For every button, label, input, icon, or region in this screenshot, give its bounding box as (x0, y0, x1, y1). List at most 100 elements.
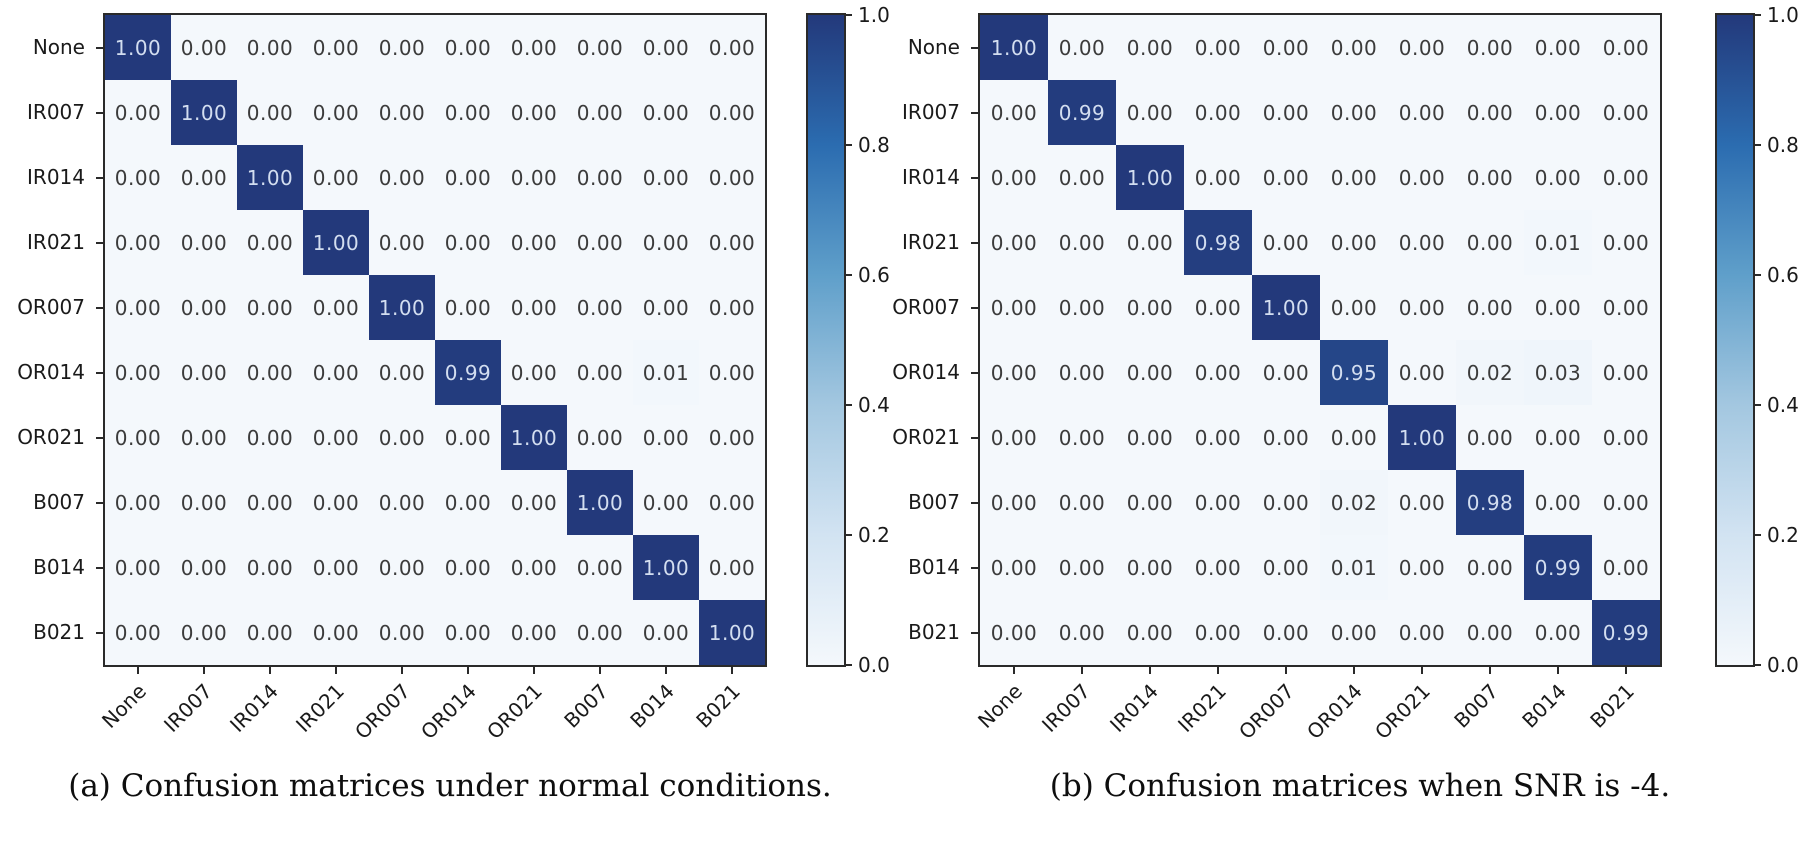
heatmap-cell: 0.00 (1252, 470, 1320, 535)
heatmap-cell: 0.00 (1320, 145, 1388, 210)
heatmap-cell: 0.00 (369, 405, 435, 470)
y-axis-label: OR007 (17, 295, 85, 319)
heatmap-cell: 0.00 (1116, 15, 1184, 80)
heatmap-grid: 1.00 0.00 0.00 0.00 0.00 0.00 0.00 0.00 0.00 0.00… (103, 13, 767, 667)
heatmap-cell: 0.00 (501, 275, 567, 340)
heatmap-cell: 1.00 (237, 145, 303, 210)
heatmap-cell: 0.00 (633, 145, 699, 210)
heatmap-cell: 0.95 (1320, 340, 1388, 405)
heatmap-cell: 0.00 (699, 470, 765, 535)
heatmap-cell: 0.00 (237, 80, 303, 145)
heatmap-cell: 0.00 (1524, 80, 1592, 145)
colorbar (806, 13, 846, 667)
heatmap-cell: 0.00 (105, 210, 171, 275)
heatmap-cell: 0.00 (699, 535, 765, 600)
x-axis-tick (335, 667, 337, 674)
colorbar-tick-label: 0.4 (858, 393, 890, 417)
heatmap-cell: 0.00 (1048, 275, 1116, 340)
heatmap-cell: 0.00 (171, 210, 237, 275)
heatmap-cell: 0.00 (1388, 15, 1456, 80)
heatmap-cell: 0.00 (501, 600, 567, 665)
heatmap-cell: 1.00 (105, 15, 171, 80)
heatmap-cell: 0.00 (303, 470, 369, 535)
x-axis-tick (137, 667, 139, 674)
heatmap-cell: 0.00 (1184, 340, 1252, 405)
heatmap-cell: 0.00 (237, 340, 303, 405)
heatmap-cell: 0.00 (567, 15, 633, 80)
y-axis-tick (96, 111, 103, 114)
colorbar-tick-label: 0.2 (858, 523, 890, 547)
heatmap-cell: 0.00 (980, 470, 1048, 535)
heatmap-cell: 0.00 (1592, 210, 1660, 275)
heatmap-cell: 0.00 (1184, 600, 1252, 665)
heatmap-cell: 0.00 (303, 600, 369, 665)
heatmap-cell: 0.00 (699, 80, 765, 145)
colorbar-tick (1753, 144, 1761, 146)
y-axis-label: OR007 (892, 295, 960, 319)
y-axis-label: IR007 (27, 100, 85, 124)
heatmap-cell: 0.00 (1592, 470, 1660, 535)
colorbar-tick (844, 144, 852, 146)
heatmap-cell: 0.00 (1252, 340, 1320, 405)
heatmap-cell: 0.00 (369, 535, 435, 600)
colorbar-tick-label: 0.2 (1767, 523, 1799, 547)
heatmap-cell: 0.00 (501, 210, 567, 275)
heatmap-cell: 0.00 (980, 80, 1048, 145)
y-axis-tick (96, 176, 103, 179)
heatmap-cell: 0.00 (171, 145, 237, 210)
heatmap-cell: 0.00 (699, 15, 765, 80)
heatmap-cell: 0.00 (980, 145, 1048, 210)
y-axis-label: IR007 (902, 100, 960, 124)
heatmap-cell: 1.00 (369, 275, 435, 340)
heatmap-cell: 0.00 (980, 600, 1048, 665)
colorbar-tick (844, 534, 852, 536)
heatmap-cell: 0.00 (105, 535, 171, 600)
heatmap-cell: 0.00 (567, 600, 633, 665)
heatmap-cell: 0.00 (171, 405, 237, 470)
heatmap-cell: 0.00 (105, 470, 171, 535)
heatmap-cell: 0.00 (1524, 600, 1592, 665)
heatmap-cell: 0.00 (435, 535, 501, 600)
heatmap-cell: 0.00 (1524, 145, 1592, 210)
heatmap-cell: 0.00 (633, 80, 699, 145)
heatmap-cell: 0.00 (980, 405, 1048, 470)
y-axis-tick (971, 241, 978, 244)
heatmap-cell: 0.00 (105, 340, 171, 405)
heatmap-cell: 0.00 (567, 340, 633, 405)
heatmap-cell: 0.00 (237, 470, 303, 535)
y-axis-tick (96, 241, 103, 244)
heatmap-cell: 0.00 (237, 210, 303, 275)
heatmap-cell: 0.98 (1456, 470, 1524, 535)
heatmap-cell: 0.00 (1048, 600, 1116, 665)
y-axis-label: OR014 (892, 360, 960, 384)
heatmap-cell: 0.00 (501, 340, 567, 405)
heatmap-cell: 0.00 (105, 600, 171, 665)
heatmap-cell: 0.00 (1116, 470, 1184, 535)
y-axis-label: OR014 (17, 360, 85, 384)
colorbar-tick (1753, 664, 1761, 666)
heatmap-grid: 1.00 0.00 0.00 0.00 0.00 0.00 0.00 0.00 0.00 0.00… (978, 13, 1662, 667)
heatmap-cell: 0.00 (1048, 405, 1116, 470)
heatmap-cell: 0.00 (435, 600, 501, 665)
colorbar-tick-label: 0.0 (858, 653, 890, 677)
heatmap-cell: 0.00 (1456, 210, 1524, 275)
y-axis-tick (971, 111, 978, 114)
heatmap-cell: 0.02 (1320, 470, 1388, 535)
heatmap-cell: 0.00 (1592, 535, 1660, 600)
colorbar-tick-label: 0.6 (858, 263, 890, 287)
caption-b: (b) Confusion matrices when SNR is -4. (1049, 768, 1671, 804)
heatmap-cell: 0.00 (1184, 405, 1252, 470)
heatmap-cell: 0.01 (1320, 535, 1388, 600)
x-axis-tick (1081, 667, 1083, 674)
heatmap-cell: 0.00 (1456, 405, 1524, 470)
colorbar-tick (1753, 274, 1761, 276)
y-axis-tick (971, 631, 978, 634)
heatmap-cell: 0.00 (1048, 535, 1116, 600)
heatmap-cell: 0.99 (1048, 80, 1116, 145)
colorbar-tick (844, 14, 852, 16)
heatmap-cell: 0.00 (1524, 275, 1592, 340)
heatmap-cell: 0.00 (1252, 15, 1320, 80)
heatmap-cell: 0.00 (567, 210, 633, 275)
heatmap-cell: 0.03 (1524, 340, 1592, 405)
